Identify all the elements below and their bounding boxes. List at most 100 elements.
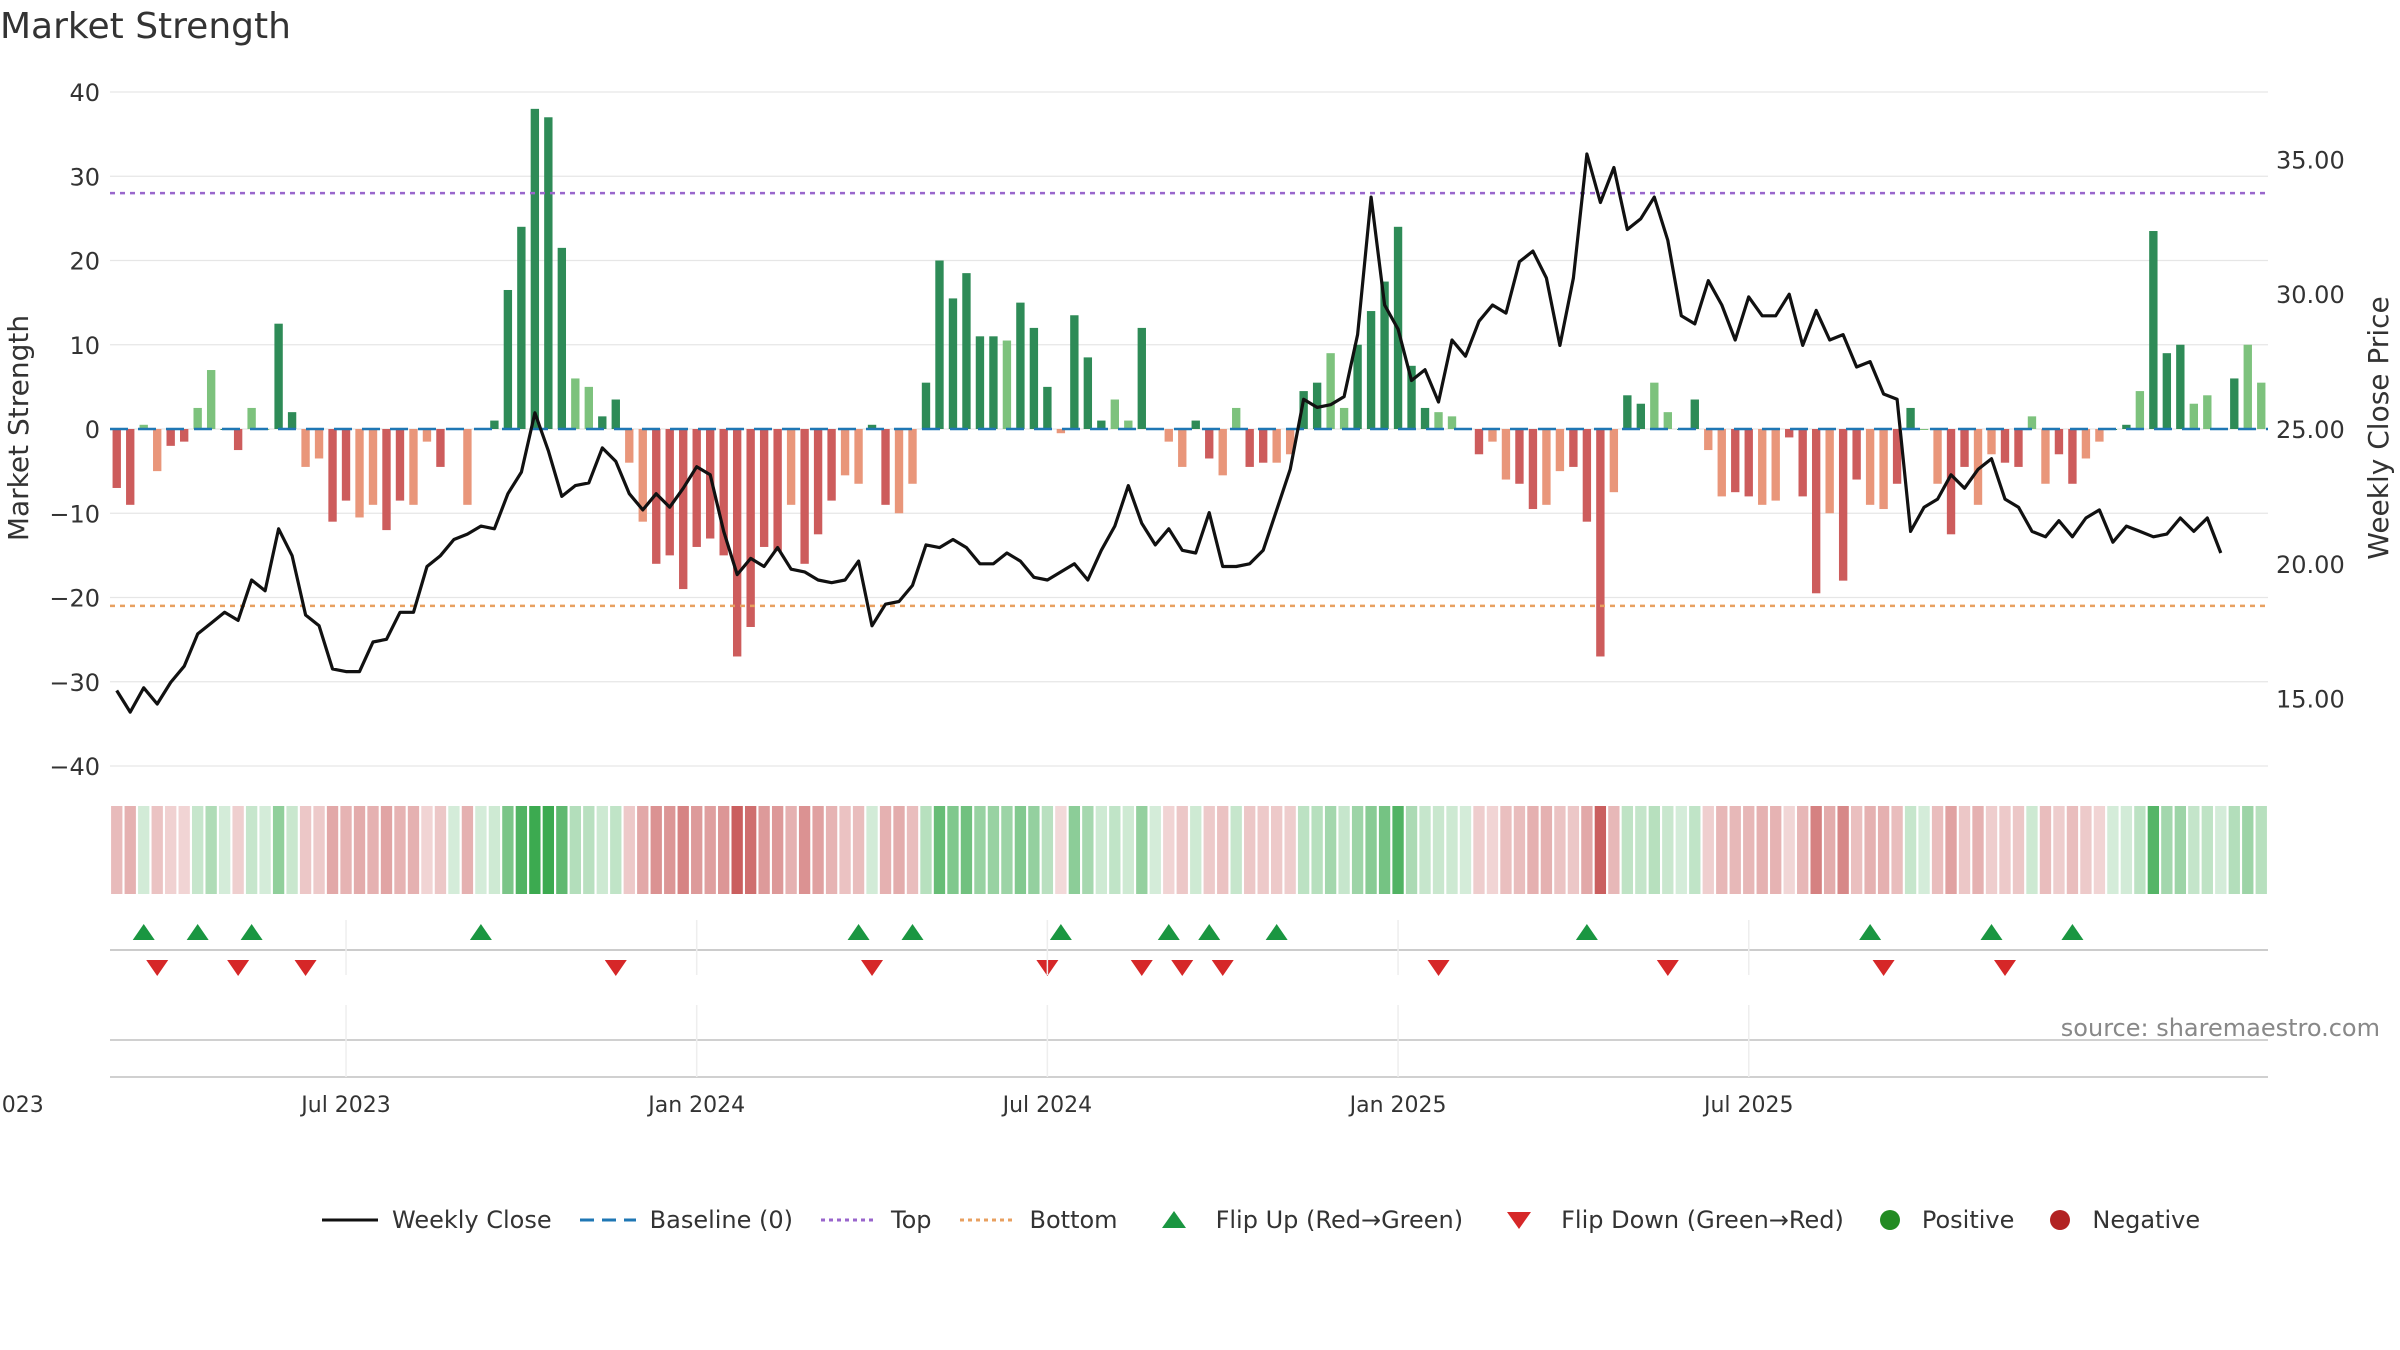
heat-cell (920, 806, 932, 894)
strength-bar (1919, 429, 1929, 430)
strength-bar (1056, 429, 1066, 434)
legend-weekly-close[interactable]: Weekly Close (320, 1206, 552, 1234)
strength-bar (274, 323, 283, 429)
heat-cell (1716, 806, 1728, 894)
strength-bar (1501, 429, 1511, 480)
strength-bar (1542, 429, 1551, 505)
heat-cell (515, 806, 528, 894)
heat-cell (2093, 806, 2106, 894)
strength-bar (368, 429, 378, 505)
strength-bar (1717, 429, 1726, 497)
flip-up-marker (1198, 924, 1221, 940)
heat-cell (1648, 806, 1660, 894)
legend-label: Negative (2092, 1206, 2201, 1234)
strength-bar (1609, 429, 1619, 493)
heat-cell (1446, 806, 1458, 894)
strength-bar (840, 429, 850, 476)
heat-cell (1163, 806, 1175, 894)
strength-bar (1650, 382, 1659, 429)
strength-bar (1164, 429, 1173, 442)
heat-cell (218, 806, 231, 894)
heat-cell (1608, 806, 1620, 894)
legend-label: Weekly Close (392, 1206, 552, 1234)
y-tick-label: −10 (49, 500, 100, 528)
heat-cell (569, 806, 581, 894)
strength-bar (679, 429, 688, 590)
strength-bar (2000, 429, 2010, 463)
legend-top[interactable]: Top (819, 1206, 932, 1234)
strength-bar (2135, 391, 2145, 429)
heat-cell (1554, 806, 1566, 894)
y2-axis-ticks: 35.00 30.00 25.00 20.00 15.00 (2276, 146, 2345, 713)
strength-bar (1744, 429, 1753, 497)
heat-cell (771, 806, 784, 894)
strength-bar (1596, 429, 1605, 657)
strength-bar (1434, 412, 1443, 429)
strength-bars (112, 108, 2266, 657)
x-axis-ticks: Jan 2023 Jul 2023 Jan 2024 Jul 2024 Jan 2025… (0, 920, 2268, 1118)
heat-cell (1797, 806, 1809, 894)
strength-bar (395, 429, 405, 501)
legend-bottom[interactable]: Bottom (958, 1206, 1118, 1234)
heat-cell (2039, 806, 2052, 894)
strength-bar (180, 429, 189, 442)
legend-flip-down[interactable]: Flip Down (Green→Red) (1489, 1206, 1844, 1234)
heat-cell (1877, 806, 1890, 894)
strength-bar (584, 386, 593, 429)
heat-cell (1783, 806, 1795, 894)
strength-bar (341, 429, 351, 501)
heat-cell (1958, 806, 1971, 894)
heat-cell (1837, 806, 1849, 894)
heat-cell (1581, 806, 1593, 894)
heat-cell (1864, 806, 1876, 894)
flip-up-marker (240, 924, 263, 940)
strength-bar (2027, 416, 2037, 429)
heat-cell (1459, 806, 1472, 894)
legend-negative[interactable]: Negative (2040, 1206, 2200, 1234)
heat-cell (1527, 806, 1539, 894)
legend-positive[interactable]: Positive (1870, 1206, 2014, 1234)
flip-up-marker (469, 924, 492, 940)
heat-cell (1244, 806, 1256, 894)
heat-cell (691, 806, 703, 894)
strength-bar (1474, 429, 1484, 455)
strength-heat-strip (111, 806, 2267, 894)
heat-cell (1001, 806, 1013, 894)
heat-cell (1217, 806, 1229, 894)
strength-bar (1205, 429, 1214, 459)
triangle-down-icon (1507, 1212, 1532, 1229)
strength-bar (1852, 429, 1861, 480)
strength-bar (503, 289, 513, 429)
heat-cell (272, 806, 285, 894)
legend-flip-up[interactable]: Flip Up (Red→Green) (1144, 1206, 1463, 1234)
heat-cell (758, 806, 770, 894)
strength-bar (557, 247, 567, 429)
heat-cell (2134, 806, 2146, 894)
strength-bar (2162, 353, 2172, 429)
strength-bar (1326, 353, 1335, 429)
heat-cell (1729, 806, 1741, 894)
x-tick-label: Jan 2024 (646, 1093, 745, 1118)
heat-cell (1770, 806, 1782, 894)
heat-cell (326, 806, 339, 894)
heat-cell (407, 806, 420, 894)
legend-label: Top (891, 1206, 932, 1234)
strength-bar (881, 429, 890, 505)
y-axis-label: Market Strength (2, 315, 35, 541)
legend-baseline[interactable]: Baseline (0) (578, 1206, 793, 1234)
heat-cell (1257, 806, 1269, 894)
heat-cell (488, 806, 501, 894)
heat-cell (2255, 806, 2267, 894)
strength-bar (786, 429, 796, 505)
strength-bar (962, 273, 971, 429)
heat-cell (1297, 806, 1310, 894)
strength-bar (463, 429, 472, 505)
heat-cell (2147, 806, 2160, 894)
flip-down-marker (227, 960, 250, 976)
heat-cell (556, 806, 568, 894)
strength-bar (975, 336, 985, 429)
heat-cell (1176, 806, 1188, 894)
heat-cell (1931, 806, 1944, 894)
dashed-line-icon (579, 1218, 636, 1222)
heat-cell (718, 806, 730, 894)
